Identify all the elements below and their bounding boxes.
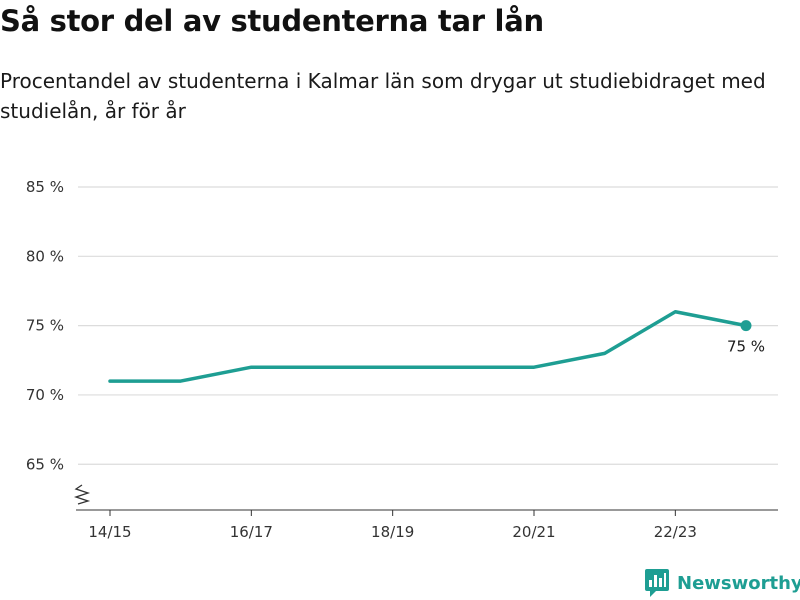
axis-break-icon [73, 484, 91, 505]
series-group [108, 310, 748, 383]
series-line [108, 310, 748, 383]
chart-title: Så stor del av studenterna tar lån [0, 4, 544, 38]
gridlines [78, 186, 778, 465]
x-tick-label: 22/23 [654, 523, 697, 541]
last-point-label: 75 % [727, 338, 765, 356]
x-axis-ticks: 14/15 16/17 18/19 20/21 22/23 [88, 510, 697, 541]
newsworthy-logo-icon [645, 569, 669, 597]
x-tick-label: 20/21 [512, 523, 555, 541]
y-tick-label: 65 % [26, 455, 64, 473]
y-tick-label: 70 % [26, 386, 64, 404]
brand-name: Newsworthy [677, 572, 800, 594]
chart-subtitle: Procentandel av studenterna i Kalmar län… [0, 69, 766, 123]
brand-logo: Newsworthy [645, 568, 800, 598]
x-tick-label: 14/15 [88, 523, 131, 541]
y-tick-label: 75 % [26, 317, 64, 335]
y-axis-labels: 65 % 70 % 75 % 80 % 85 % [26, 178, 64, 473]
x-tick-label: 16/17 [230, 523, 273, 541]
x-tick-label: 18/19 [371, 523, 414, 541]
y-tick-label: 80 % [26, 247, 64, 265]
last-data-point [740, 320, 752, 332]
points-group [740, 320, 752, 332]
y-tick-label: 85 % [26, 178, 64, 196]
